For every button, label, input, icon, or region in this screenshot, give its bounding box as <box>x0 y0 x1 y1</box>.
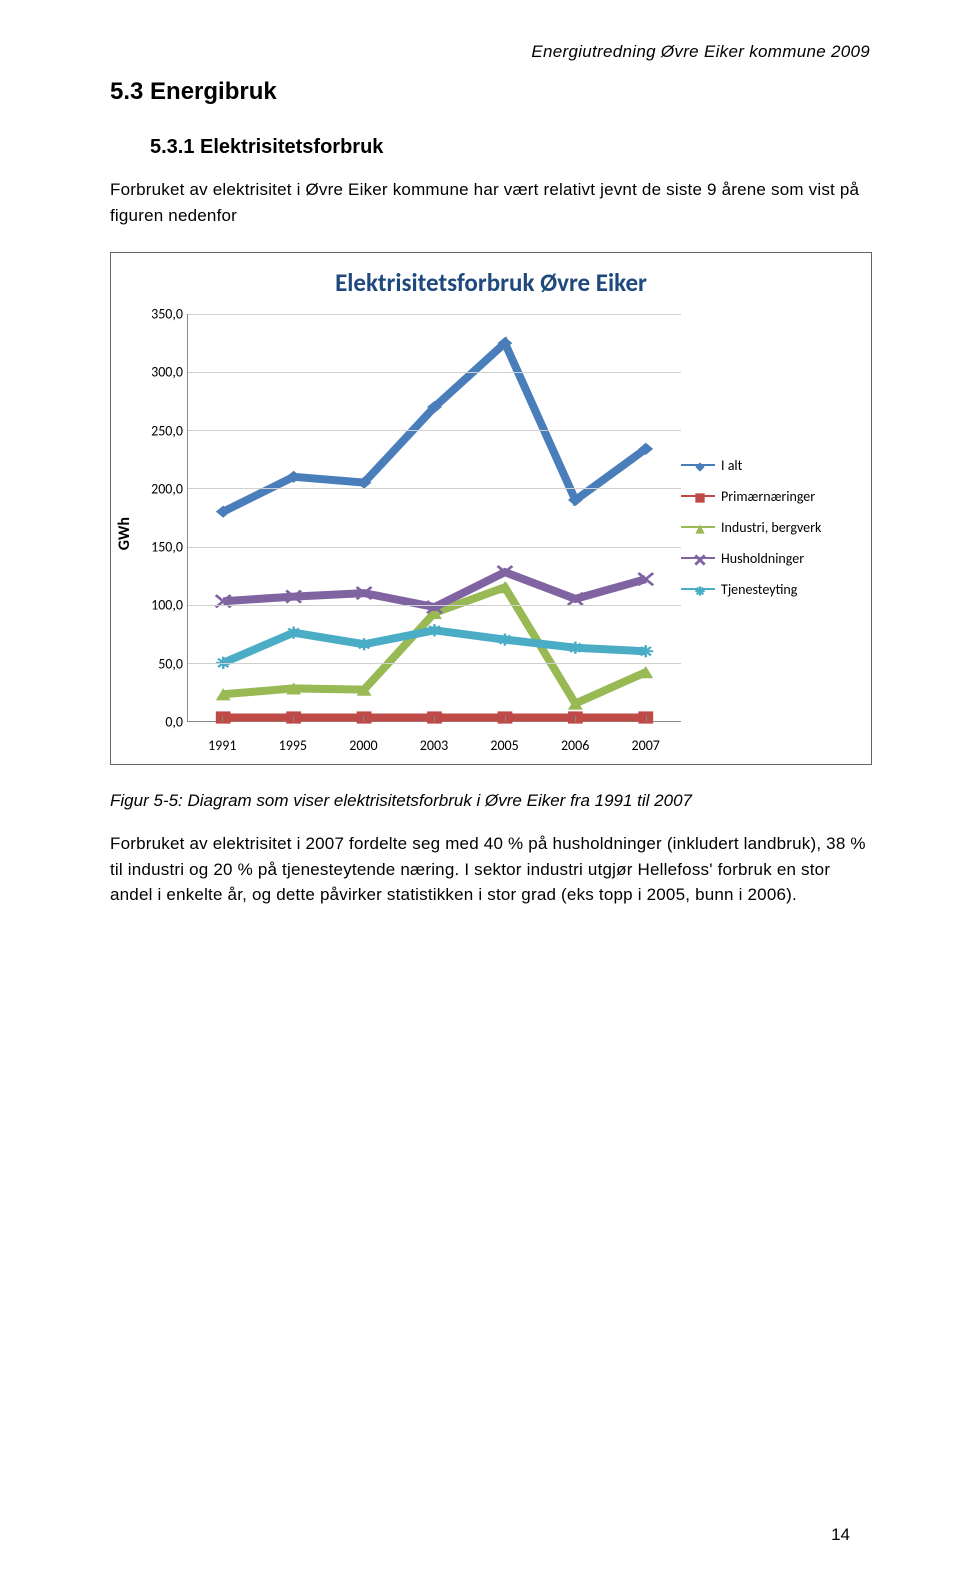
x-tick-label: 2006 <box>561 737 589 754</box>
chart-marker <box>498 633 513 645</box>
chart-marker <box>695 524 704 533</box>
gridline <box>188 372 681 373</box>
x-tick-mark <box>434 716 435 722</box>
gridline <box>188 547 681 548</box>
x-tick-label: 2000 <box>349 737 377 754</box>
page-number: 14 <box>831 1525 850 1545</box>
x-tick-label: 1995 <box>279 737 307 754</box>
chart-title: Elektrisitetsforbruk Øvre Eiker <box>111 253 871 304</box>
y-tick-label: 150,0 <box>151 539 183 556</box>
y-axis-labels: 0,0 50,0 100,0 150,0 200,0 250,0 300,0 350,0 <box>141 304 187 764</box>
chart-marker <box>568 642 583 654</box>
x-axis: 1991 1995 2000 2003 2005 2006 2007 <box>187 722 681 764</box>
x-tick-mark <box>646 716 647 722</box>
x-tick-mark <box>222 716 223 722</box>
legend-swatch <box>681 583 715 595</box>
plot-svg <box>188 314 681 721</box>
running-header: Energiutredning Øvre Eiker kommune 2009 <box>531 42 870 62</box>
x-tick-mark <box>363 716 364 722</box>
legend-label: Tjenesteyting <box>721 581 797 598</box>
legend-swatch <box>681 459 715 471</box>
chart-marker <box>695 555 704 564</box>
legend-swatch <box>681 490 715 502</box>
x-tick-label: 2005 <box>490 737 518 754</box>
y-tick-label: 50,0 <box>158 655 183 672</box>
x-tick-label: 2003 <box>420 737 448 754</box>
x-tick-label: 2007 <box>632 737 660 754</box>
x-tick-label: 1991 <box>208 737 236 754</box>
gridline <box>188 430 681 431</box>
y-tick-label: 250,0 <box>151 422 183 439</box>
chart-marker <box>695 493 704 502</box>
x-tick-mark <box>293 716 294 722</box>
y-tick-label: 100,0 <box>151 597 183 614</box>
legend-swatch <box>681 552 715 564</box>
chart-marker <box>695 586 704 595</box>
section-heading: 5.3 Energibruk <box>110 78 870 106</box>
legend-label: I alt <box>721 457 742 474</box>
gridline <box>188 314 681 315</box>
x-tick-mark <box>505 716 506 722</box>
chart-legend: I alt Primærnæringer Industri, bergverk Hus… <box>681 457 871 612</box>
figure-caption: Figur 5-5: Diagram som viser elektrisite… <box>110 791 870 811</box>
gridline <box>188 663 681 664</box>
analysis-paragraph: Forbruket av elektrisitet i 2007 fordelt… <box>110 831 870 908</box>
chart-marker <box>695 462 704 471</box>
legend-item: Primærnæringer <box>681 488 871 505</box>
chart-container: Elektrisitetsforbruk Øvre Eiker GWh 0,0 5… <box>110 252 872 765</box>
y-tick-label: 200,0 <box>151 480 183 497</box>
gridline <box>188 605 681 606</box>
y-axis-title: GWh <box>111 517 141 550</box>
legend-label: Industri, bergverk <box>721 519 821 536</box>
y-tick-label: 0,0 <box>165 714 183 731</box>
y-tick-label: 300,0 <box>151 364 183 381</box>
legend-label: Husholdninger <box>721 550 804 567</box>
legend-item: Industri, bergverk <box>681 519 871 536</box>
intro-paragraph: Forbruket av elektrisitet i Øvre Eiker k… <box>110 177 870 228</box>
legend-swatch <box>681 521 715 533</box>
plot-area: 1991 1995 2000 2003 2005 2006 2007 <box>187 304 681 764</box>
legend-item: I alt <box>681 457 871 474</box>
gridline <box>188 488 681 489</box>
legend-label: Primærnæringer <box>721 488 815 505</box>
x-tick-mark <box>575 716 576 722</box>
legend-item: Husholdninger <box>681 550 871 567</box>
chart-series-line <box>223 343 646 512</box>
subsection-heading: 5.3.1 Elektrisitetsforbruk <box>150 136 870 159</box>
y-tick-label: 350,0 <box>151 306 183 323</box>
chart-marker <box>638 645 653 657</box>
legend-item: Tjenesteyting <box>681 581 871 598</box>
